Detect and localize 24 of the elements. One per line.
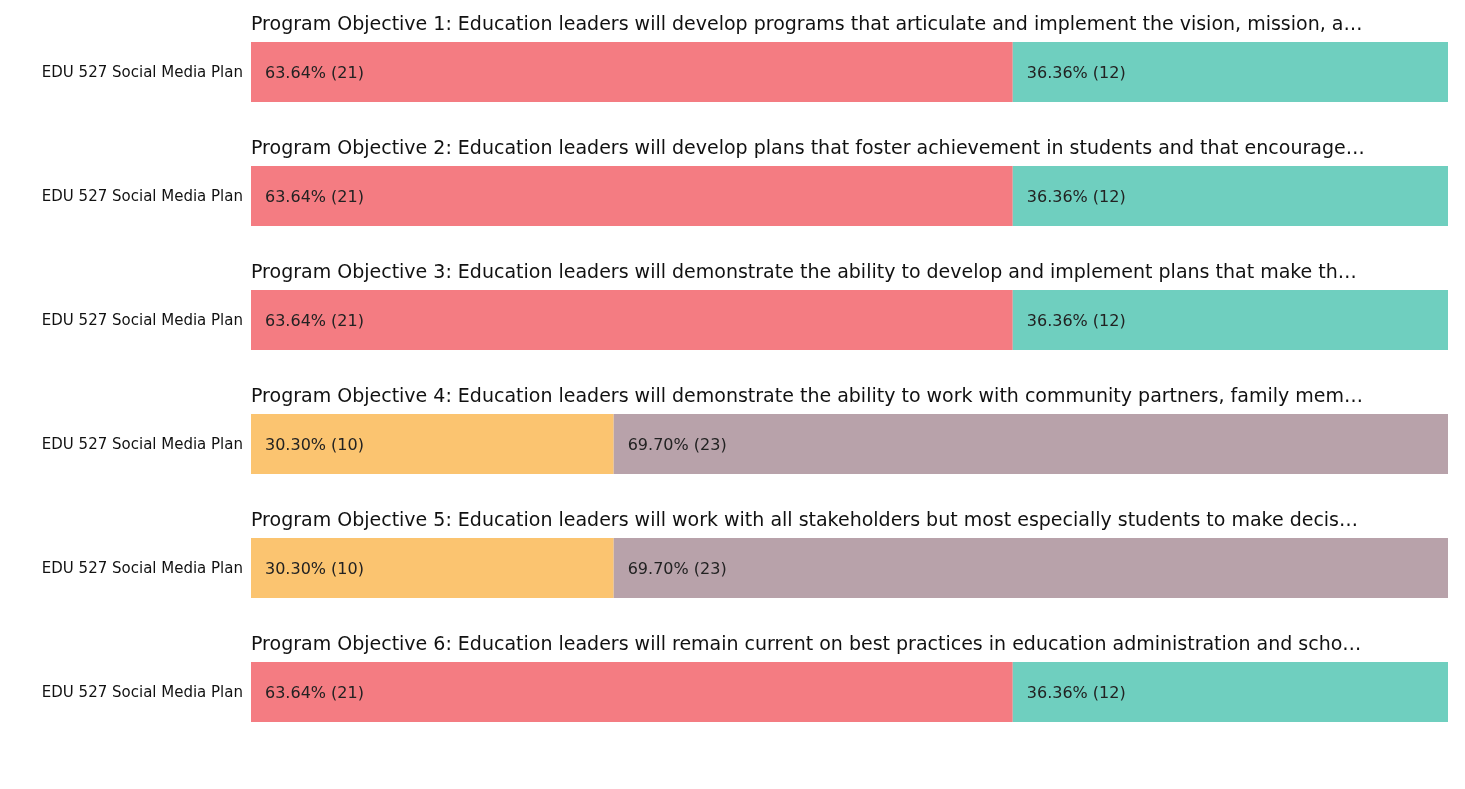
data-label: 63.64% (21) <box>265 186 364 206</box>
data-label: 69.70% (23) <box>627 558 727 578</box>
chart-title: Program Objective 1: Education leaders will develop programs that articulate and implement the vision, mission, a… <box>250 11 1364 36</box>
data-label: 36.36% (12) <box>1026 310 1126 330</box>
data-label: 30.30% (10) <box>265 558 364 578</box>
y-tick-label: EDU 527 Social Media Plan <box>41 683 243 702</box>
chart-title: Program Objective 4: Education leaders will demonstrate the ability to work with community partners, family mem… <box>250 383 1364 408</box>
data-label: 69.70% (23) <box>627 434 727 454</box>
chart-title: Program Objective 3: Education leaders will demonstrate the ability to develop and implement plans that make th… <box>250 259 1358 284</box>
y-tick-label: EDU 527 Social Media Plan <box>41 435 243 454</box>
y-tick-label: EDU 527 Social Media Plan <box>41 311 243 330</box>
chart-title: Program Objective 6: Education leaders will remain current on best practices in education administration and scho… <box>250 631 1363 656</box>
data-label: 36.36% (12) <box>1026 682 1126 702</box>
y-tick-label: EDU 527 Social Media Plan <box>41 63 243 82</box>
data-label: 63.64% (21) <box>265 682 364 702</box>
y-tick-label: EDU 527 Social Media Plan <box>41 559 243 578</box>
chart-title: Program Objective 2: Education leaders will develop plans that foster achievement in students and that encourage… <box>250 135 1366 160</box>
data-label: 36.36% (12) <box>1026 186 1126 206</box>
data-label: 63.64% (21) <box>265 62 364 82</box>
data-label: 36.36% (12) <box>1026 62 1126 82</box>
data-label: 63.64% (21) <box>265 310 364 330</box>
chart-title: Program Objective 5: Education leaders will work with all stakeholders but most especially students to make decis… <box>250 507 1359 532</box>
y-tick-label: EDU 527 Social Media Plan <box>41 187 243 206</box>
data-label: 30.30% (10) <box>265 434 364 454</box>
